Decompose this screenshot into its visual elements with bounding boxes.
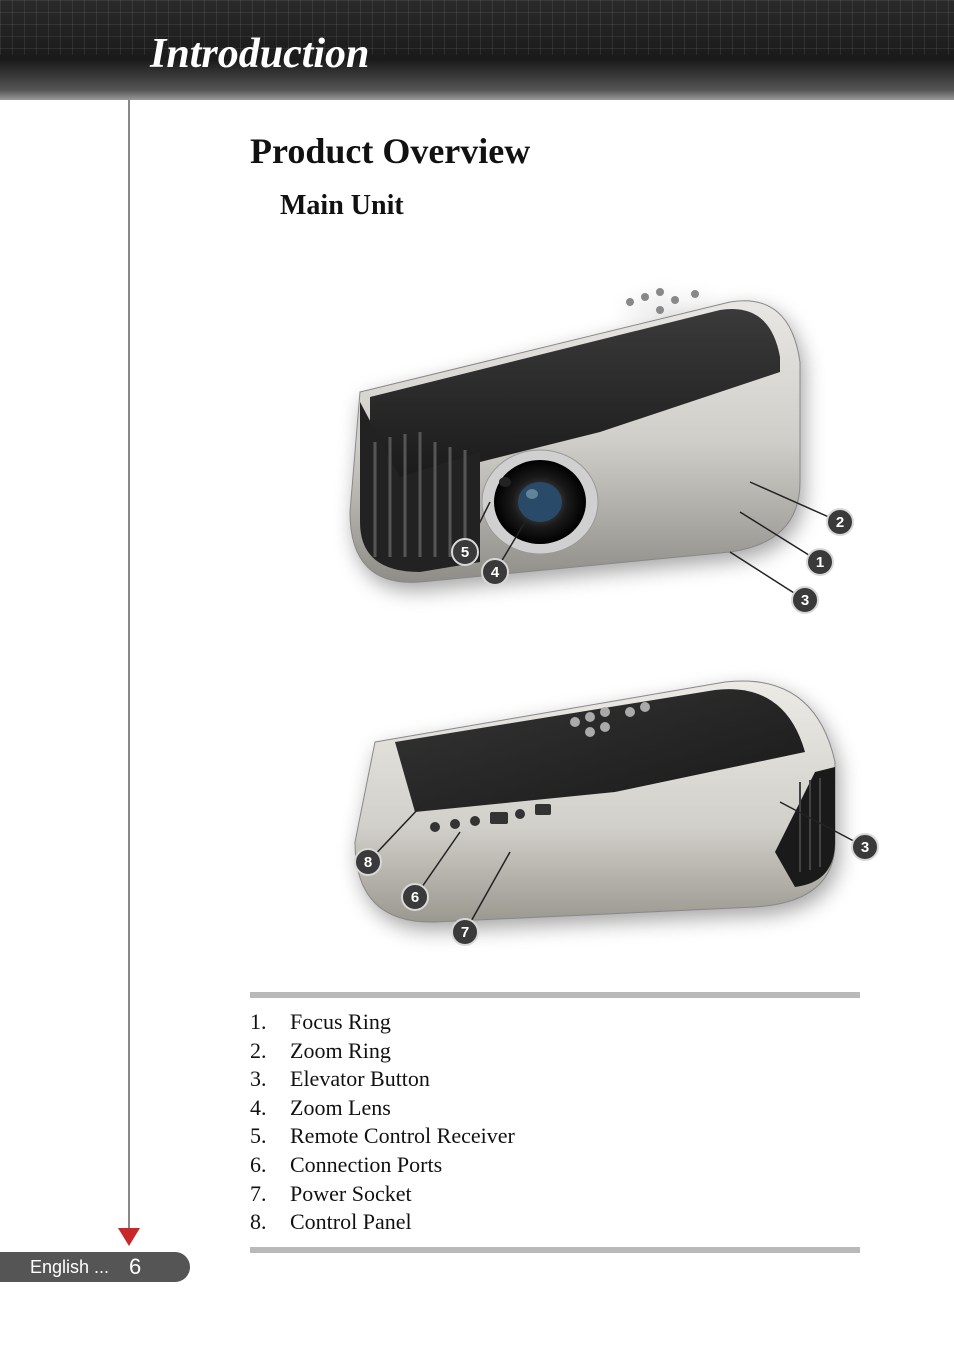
parts-list-item: 3.Elevator Button [250,1065,894,1094]
parts-list-label: Zoom Lens [290,1094,391,1123]
header-band: Introduction [0,0,954,100]
parts-list-item: 6.Connection Ports [250,1151,894,1180]
callout-5: 5 [451,538,479,566]
parts-list-label: Connection Ports [290,1151,442,1180]
parts-list-item: 1.Focus Ring [250,1008,894,1037]
parts-list-label: Focus Ring [290,1008,391,1037]
parts-list-item: 7.Power Socket [250,1180,894,1209]
subsection-title: Main Unit [280,190,894,222]
parts-list-number: 1. [250,1008,290,1037]
parts-list-number: 2. [250,1037,290,1066]
parts-list-item: 5.Remote Control Receiver [250,1122,894,1151]
divider-bottom [250,1247,860,1253]
parts-list-label: Control Panel [290,1208,412,1237]
parts-list-label: Power Socket [290,1180,412,1209]
parts-list-item: 2.Zoom Ring [250,1037,894,1066]
parts-list-number: 8. [250,1208,290,1237]
header-grid-pattern [0,0,954,55]
margin-vertical-line [128,100,130,1235]
page-number: 6 [129,1254,141,1280]
parts-list: 1.Focus Ring2.Zoom Ring3.Elevator Button… [250,1008,894,1237]
section-title: Product Overview [250,130,894,172]
callout-2: 2 [826,508,854,536]
parts-list-number: 5. [250,1122,290,1151]
callout-8: 8 [354,848,382,876]
parts-list-number: 6. [250,1151,290,1180]
diagram-area: 1 2 3 45 3 67 8 [260,232,900,992]
parts-list-label: Elevator Button [290,1065,430,1094]
parts-list-label: Zoom Ring [290,1037,391,1066]
parts-list-number: 7. [250,1180,290,1209]
callout-4: 4 [481,558,509,586]
parts-list-item: 8.Control Panel [250,1208,894,1237]
parts-list-item: 4.Zoom Lens [250,1094,894,1123]
content-area: Product Overview Main Unit [250,130,894,1253]
callout-3: 3 [851,833,879,861]
parts-list-number: 3. [250,1065,290,1094]
callout-3: 3 [791,586,819,614]
divider-top [250,992,860,998]
footer-tab: English ... 6 [0,1252,190,1282]
parts-list-number: 4. [250,1094,290,1123]
chapter-title: Introduction [150,30,369,78]
callout-6: 6 [401,883,429,911]
margin-arrow-icon [118,1228,140,1246]
callout-7: 7 [451,918,479,946]
footer-language: English ... [30,1257,109,1278]
parts-list-label: Remote Control Receiver [290,1122,515,1151]
callout-1: 1 [806,548,834,576]
